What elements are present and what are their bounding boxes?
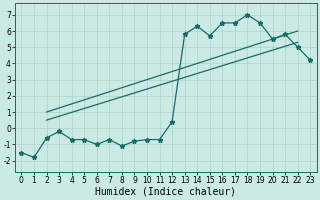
X-axis label: Humidex (Indice chaleur): Humidex (Indice chaleur) [95,187,236,197]
